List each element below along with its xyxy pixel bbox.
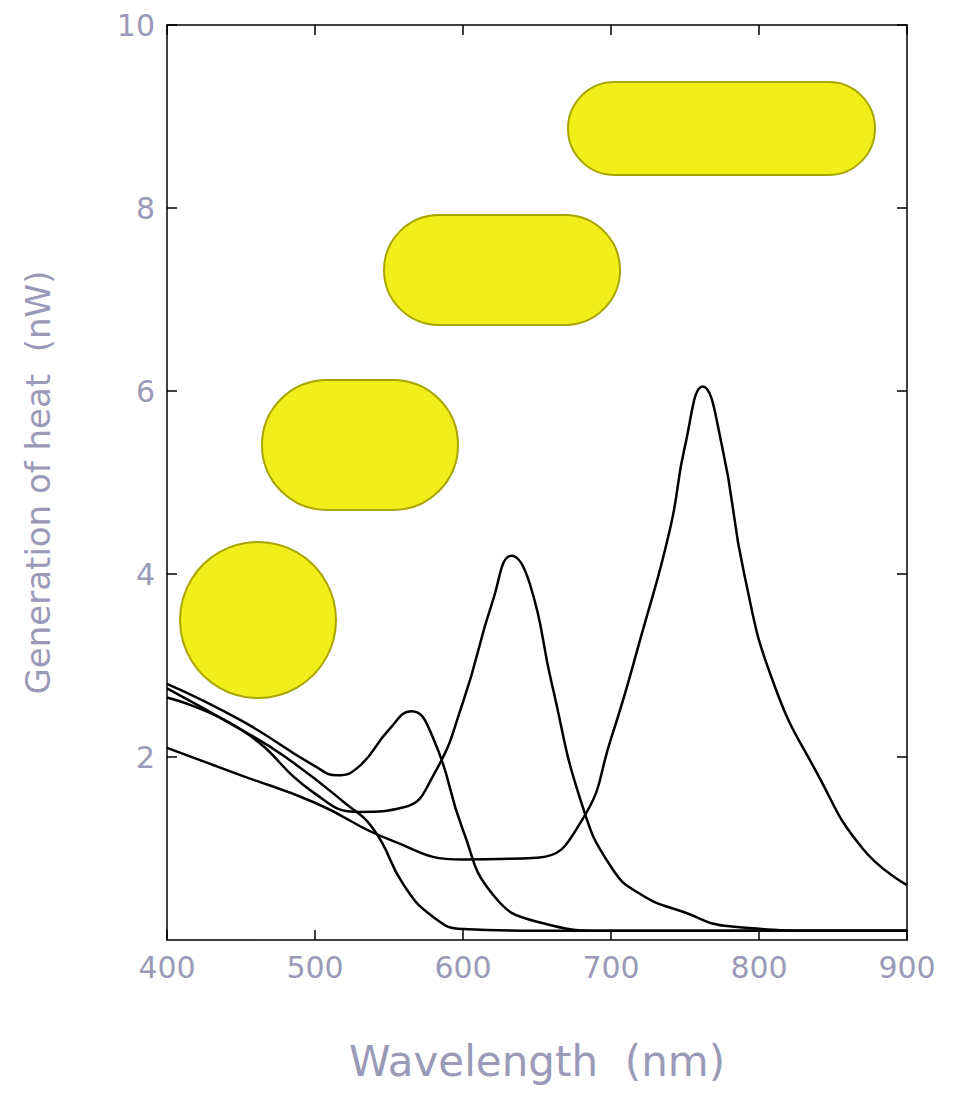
svg-text:600: 600 [434,950,491,985]
svg-text:6: 6 [136,374,155,409]
svg-text:Generation of heat (nW): Generation of heat (nW) [18,270,58,694]
svg-text:10: 10 [117,8,155,43]
svg-text:400: 400 [138,950,195,985]
svg-text:700: 700 [582,950,639,985]
svg-text:8: 8 [136,191,155,226]
svg-text:Wavelength (nm): Wavelength (nm) [349,1037,725,1086]
svg-text:900: 900 [878,950,935,985]
svg-text:2: 2 [136,740,155,775]
svg-text:500: 500 [286,950,343,985]
svg-text:800: 800 [730,950,787,985]
svg-text:4: 4 [136,557,155,592]
